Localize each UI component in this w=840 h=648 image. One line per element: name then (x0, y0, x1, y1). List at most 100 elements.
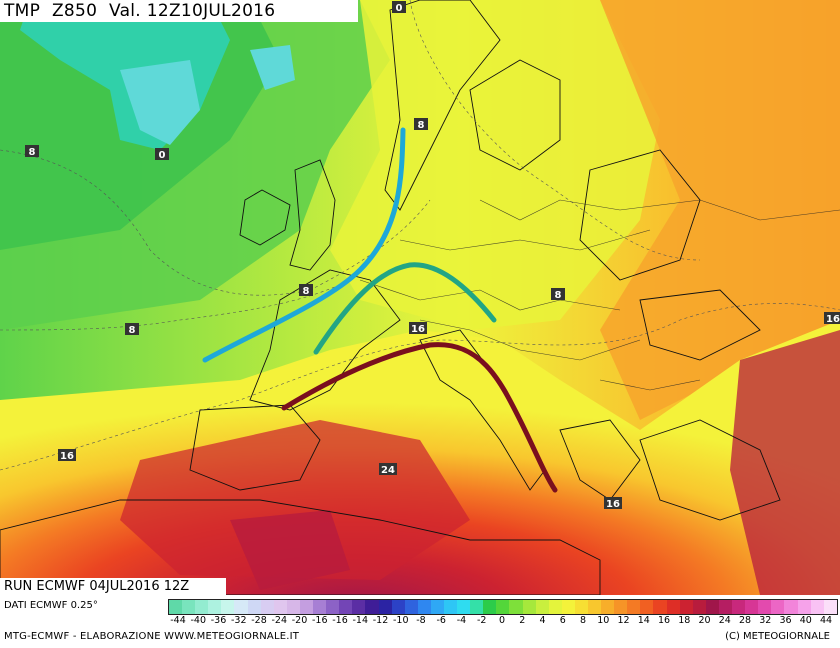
contour-label: 8 (129, 325, 136, 336)
scale-tick-label: 24 (718, 615, 731, 626)
cold-front-line (202, 127, 406, 363)
warm-sector (330, 0, 660, 330)
scale-swatch (784, 600, 798, 614)
scale-swatch (732, 600, 746, 614)
scale-swatch (653, 600, 667, 614)
contour-label: 8 (555, 290, 562, 301)
scale-swatch (208, 600, 222, 614)
scale-tick-label: 20 (698, 615, 711, 626)
scale-swatch (443, 600, 458, 614)
run-label: RUN ECMWF 04JUL2016 12Z (0, 578, 226, 596)
contour-label: 16 (606, 499, 620, 510)
scale-swatch (286, 600, 300, 614)
scale-tick-label: 12 (617, 615, 630, 626)
scale-tick-label: -10 (392, 615, 409, 626)
scale-swatch (666, 600, 680, 614)
scale-tick-label: 28 (738, 615, 752, 626)
scale-swatch (745, 600, 759, 614)
scale-tick-label: 18 (678, 615, 691, 626)
scale-tick-label: 4 (539, 615, 546, 626)
scale-swatch (352, 600, 366, 614)
scale-ticks: -44 -40 -36 -32 -28 -24 -20 -16 -16 -14 -12 -10 -8 -6… (164, 615, 840, 627)
data-source-label: DATI ECMWF 0.25° (4, 600, 98, 611)
contour-label: 16 (826, 314, 840, 325)
scale-swatch (169, 600, 183, 614)
scale-swatch (718, 600, 733, 614)
scale-swatch (417, 600, 431, 614)
contour-label: 16 (60, 451, 74, 462)
scale-swatch (771, 600, 785, 614)
legend-panel: DATI ECMWF 0.25° -44 -40 -36 -32 -28 -24 -20 -1… (0, 595, 840, 648)
valid-label: Val. 12Z10JUL2016 (108, 1, 276, 21)
scale-tick-label: -4 (456, 615, 467, 626)
scale-swatch (758, 600, 772, 614)
scale-tick-label: -16 (311, 615, 328, 626)
scale-swatch (339, 600, 353, 614)
scale-swatch (404, 600, 418, 614)
map-title: TMP Z850 Val. 12Z10JUL2016 (0, 0, 358, 22)
hot-core-east (730, 330, 840, 595)
scale-tick-label: -6 (436, 615, 446, 626)
scale-tick-label: -40 (190, 615, 207, 626)
scale-swatch (548, 600, 562, 614)
color-scale (168, 599, 838, 615)
warm-ridge-line (313, 262, 497, 355)
scale-tick-label: -2 (477, 615, 487, 626)
scale-swatch (260, 600, 274, 614)
scale-tick-label: -24 (271, 615, 288, 626)
scale-swatch (823, 600, 837, 614)
temperature-map: 0 8 0 8 8 8 16 16 16 24 16 8 (0, 0, 840, 595)
map-svg: 0 8 0 8 8 8 16 16 16 24 16 8 (0, 0, 840, 595)
scale-swatch (483, 600, 497, 614)
scale-tick-label: -16 (332, 615, 348, 626)
scale-swatch (692, 600, 706, 614)
scale-tick-label: 16 (657, 615, 671, 626)
scale-tick-label: 44 (819, 615, 833, 626)
scale-swatch (430, 600, 444, 614)
scale-swatch (182, 600, 196, 614)
scale-swatch (679, 600, 693, 614)
contour-label: 8 (29, 147, 36, 158)
warm-east (600, 0, 840, 420)
scale-swatch (195, 600, 209, 614)
contour-labels: 0 8 0 8 8 8 16 16 16 24 16 8 (25, 1, 840, 510)
scale-tick-label: 2 (519, 615, 526, 626)
hot-core-sahara (230, 510, 350, 590)
scale-tick-label: -14 (352, 615, 369, 626)
scale-tick-label: 32 (759, 615, 772, 626)
scale-tick-label: 40 (799, 615, 812, 626)
scale-tick-label: -36 (210, 615, 227, 626)
level-label: Z850 (51, 1, 98, 21)
scale-tick-label: 14 (637, 615, 650, 626)
scale-tick-label: -32 (230, 615, 247, 626)
scale-swatch (588, 600, 602, 614)
footer: RUN ECMWF 04JUL2016 12Z DATI ECMWF 0.25°… (0, 578, 840, 648)
scale-tick-label: -12 (372, 615, 389, 626)
hot-ridge-line (281, 342, 558, 493)
scale-swatch (614, 600, 628, 614)
scale-swatch (299, 600, 314, 614)
scale-swatch (705, 600, 719, 614)
scale-swatch (221, 600, 235, 614)
scale-swatch (640, 600, 654, 614)
contour-label: 24 (381, 465, 395, 476)
contour-label: 8 (418, 120, 425, 131)
scale-tick-label: 36 (779, 615, 792, 626)
scale-swatch (326, 600, 340, 614)
coastlines (0, 0, 781, 595)
scale-swatch (561, 600, 575, 614)
scale-swatch (601, 600, 615, 614)
credit-label: MTG-ECMWF - ELABORAZIONE WWW.METEOGIORNA… (4, 631, 300, 642)
copyright-label: (C) METEOGIORNALE (725, 631, 830, 642)
contour-label: 0 (396, 3, 403, 14)
scale-tick-label: -28 (251, 615, 267, 626)
scale-swatch (273, 600, 287, 614)
scale-swatch (535, 600, 549, 614)
scale-swatch (522, 600, 536, 614)
scale-swatch (378, 600, 392, 614)
scale-tick-label: 6 (559, 615, 566, 626)
scale-tick-label: -20 (291, 615, 308, 626)
scale-swatch (810, 600, 824, 614)
contour-label: 0 (159, 150, 166, 161)
scale-tick-label: 8 (579, 615, 587, 626)
